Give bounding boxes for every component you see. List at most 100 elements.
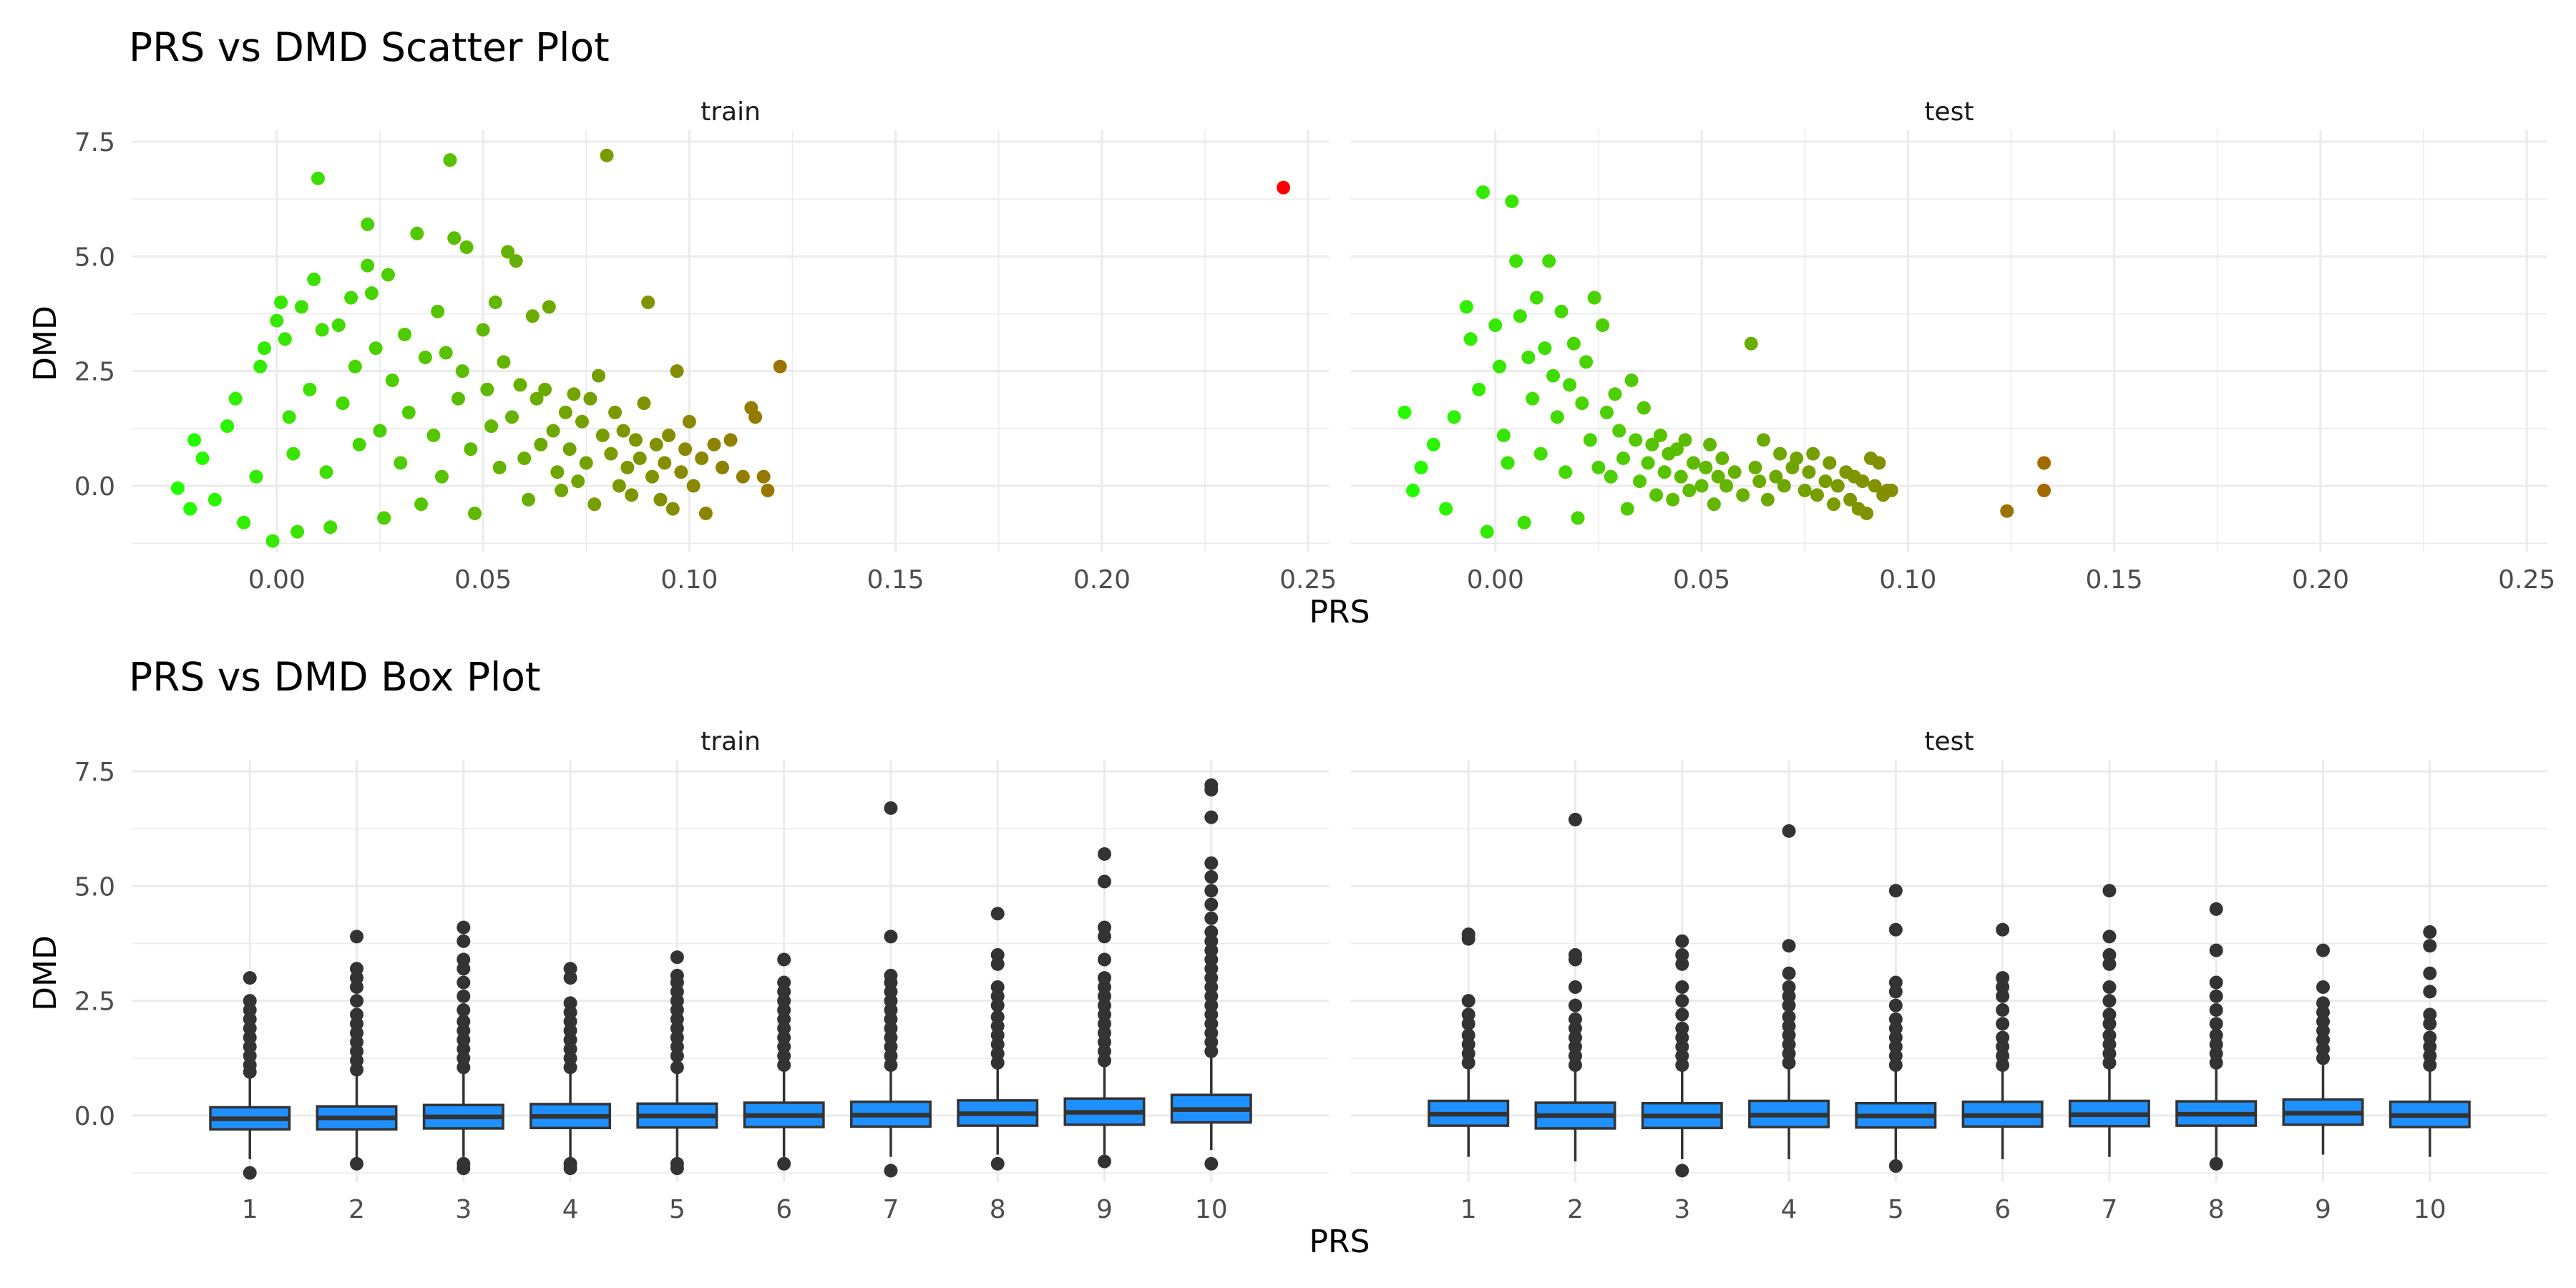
- scatter-point: [249, 469, 263, 484]
- scatter-point: [1736, 488, 1750, 502]
- scatter-point: [521, 492, 535, 507]
- scatter-point: [662, 428, 676, 442]
- box-outlier: [350, 962, 364, 976]
- scatter-point: [1533, 447, 1548, 461]
- box-outlier: [2423, 1008, 2437, 1022]
- scatter-point: [1405, 483, 1420, 497]
- scatter-point: [595, 428, 610, 442]
- scatter-x-tick-label: 0.15: [2086, 565, 2143, 595]
- scatter-point: [361, 217, 375, 231]
- scatter-point: [1806, 447, 1820, 461]
- scatter-point: [443, 153, 457, 167]
- box-outlier: [2102, 930, 2117, 944]
- scatter-point: [1493, 359, 1507, 374]
- box-outlier: [2209, 1003, 2223, 1018]
- scatter-point: [1501, 456, 1515, 470]
- box-y-axis-title: DMD: [27, 935, 64, 1011]
- scatter-strip-test: test: [1924, 97, 1974, 127]
- scatter-title: PRS vs DMD Scatter Plot: [129, 24, 610, 70]
- scatter-point: [509, 254, 523, 268]
- box-outlier: [1675, 948, 1689, 962]
- box-x-tick-label: 7: [882, 1195, 899, 1224]
- scatter-point: [637, 396, 651, 411]
- scatter-point: [1550, 410, 1564, 424]
- scatter-point: [1855, 474, 1870, 489]
- box-outlier: [1888, 922, 1903, 937]
- scatter-point: [1608, 387, 1622, 401]
- scatter-point: [418, 350, 432, 364]
- box-outlier: [243, 1166, 257, 1180]
- box-outlier: [670, 950, 684, 965]
- box-outlier: [2209, 943, 2223, 957]
- scatter-point: [331, 318, 346, 333]
- box-x-tick-label: 1: [242, 1195, 258, 1224]
- scatter-point: [220, 419, 235, 434]
- box-outlier: [2316, 996, 2330, 1010]
- box-x-tick-label: 2: [1567, 1195, 1584, 1224]
- scatter-point: [678, 442, 693, 457]
- box-outlier: [563, 996, 577, 1010]
- box-outlier: [1675, 994, 1689, 1008]
- box-outlier: [2316, 943, 2330, 957]
- scatter-point: [1666, 492, 1680, 507]
- scatter-point: [270, 313, 284, 328]
- box-outlier: [1204, 884, 1219, 898]
- scatter-point: [187, 433, 201, 447]
- box-strip-train: train: [701, 727, 761, 756]
- tick-labels-layer: 0.00 0.05 0.10 0.15 0.20 0.250.02.55.07.50.00…: [74, 128, 2556, 1224]
- box-outlier: [777, 1156, 791, 1171]
- box-outlier: [1098, 1154, 1111, 1169]
- scatter-point: [315, 323, 329, 337]
- scatter-point: [736, 469, 750, 484]
- scatter-point: [674, 465, 688, 479]
- scatter-point: [530, 391, 544, 406]
- box-outlier: [2102, 1008, 2117, 1022]
- scatter-point: [1579, 355, 1594, 369]
- box-outlier: [884, 1163, 898, 1178]
- scatter-x-tick-label: 0.25: [1279, 565, 1337, 595]
- scatter-point: [195, 452, 210, 466]
- scatter-point: [1636, 401, 1651, 415]
- scatter-point: [2000, 504, 2014, 518]
- scatter-x-tick-label: 0.20: [2292, 565, 2349, 595]
- box-outlier: [1888, 1012, 1903, 1026]
- scatter-point: [653, 492, 668, 507]
- scatter-point: [434, 469, 449, 484]
- scatter-point: [587, 497, 602, 512]
- scatter-point: [1757, 433, 1771, 447]
- scatter-point: [1884, 483, 1898, 497]
- box-outlier: [2209, 1156, 2223, 1171]
- scatter-point: [183, 502, 197, 516]
- box-outlier: [1888, 998, 1903, 1013]
- box-outlier: [1782, 966, 1796, 980]
- scatter-point: [1769, 469, 1783, 484]
- box-outlier: [1996, 1003, 2010, 1018]
- box-outlier: [1098, 952, 1111, 967]
- scatter-point: [373, 424, 387, 438]
- box-outlier: [457, 934, 471, 948]
- scatter-x-tick-label: 0.05: [1673, 565, 1730, 595]
- box-y-tick-label: 5.0: [74, 872, 115, 902]
- box-outlier: [1782, 939, 1796, 953]
- scatter-point: [1591, 460, 1606, 474]
- box-outlier: [1204, 897, 1219, 912]
- scatter-point: [1682, 483, 1697, 497]
- scatter-point: [1475, 185, 1490, 200]
- box-outlier: [1996, 1030, 2010, 1045]
- scatter-x-tick-label: 0.00: [1467, 565, 1524, 595]
- box-outlier: [1098, 874, 1111, 889]
- scatter-point: [1472, 382, 1486, 396]
- scatter-point: [1414, 460, 1428, 474]
- box-x-tick-label: 8: [990, 1195, 1006, 1224]
- box-outlier: [457, 952, 471, 967]
- box-outlier: [1782, 824, 1796, 838]
- scatter-point: [620, 460, 635, 474]
- scatter-point: [1517, 515, 1531, 530]
- scatter-point: [352, 437, 366, 452]
- scatter-point: [459, 240, 474, 255]
- scatter-point: [1496, 428, 1511, 442]
- scatter-point: [567, 387, 581, 401]
- box-x-tick-label: 4: [562, 1195, 579, 1224]
- box-outlier: [1461, 1028, 1475, 1043]
- scatter-point: [1748, 460, 1762, 474]
